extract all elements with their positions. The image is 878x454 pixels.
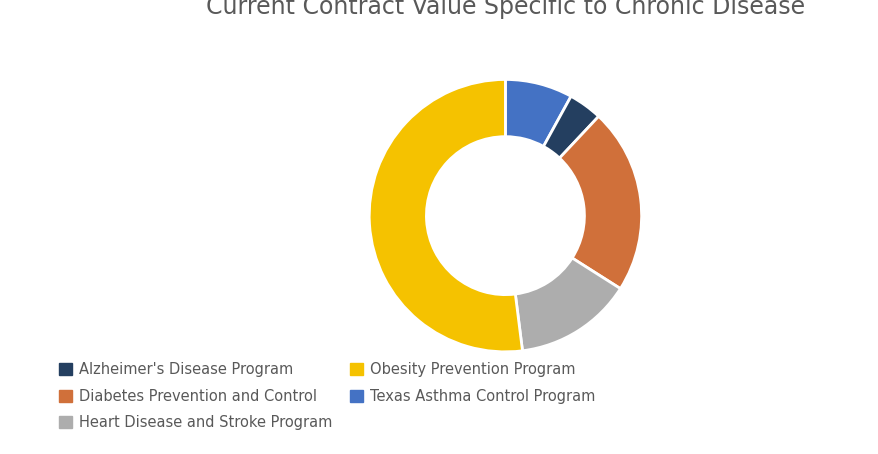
Wedge shape (369, 79, 522, 352)
Wedge shape (505, 79, 571, 147)
Title: Current Contract Value Specific to Chronic Disease: Current Contract Value Specific to Chron… (205, 0, 804, 19)
Wedge shape (515, 258, 620, 351)
Wedge shape (543, 96, 598, 158)
Legend: Alzheimer's Disease Program, Diabetes Prevention and Control, Heart Disease and : Alzheimer's Disease Program, Diabetes Pr… (51, 355, 602, 438)
Wedge shape (559, 116, 641, 289)
